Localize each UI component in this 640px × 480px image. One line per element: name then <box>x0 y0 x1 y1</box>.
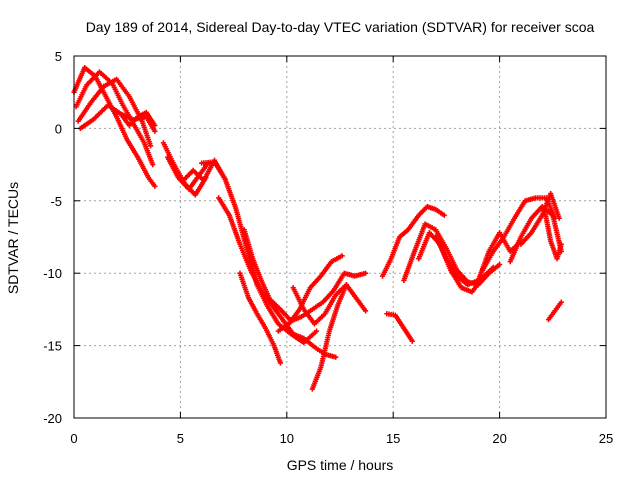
data-point <box>497 261 503 268</box>
data-point <box>152 122 158 129</box>
series-track-3 <box>75 76 154 149</box>
data-point <box>558 299 564 305</box>
data-point <box>152 183 158 189</box>
data-point <box>558 241 564 247</box>
plot-frame <box>73 55 607 419</box>
x-axis-label: GPS time / hours <box>287 457 394 473</box>
data-point <box>362 270 369 276</box>
data-point <box>362 308 369 314</box>
y-axis-label: SDTVAR / TECUs <box>5 182 21 294</box>
data-point <box>313 328 320 334</box>
data-points <box>71 64 564 392</box>
series-track-17 <box>384 311 415 344</box>
y-tick-label: -15 <box>43 339 62 354</box>
series-track-10 <box>216 195 339 360</box>
x-tick-label: 15 <box>386 431 400 446</box>
chart-title: Day 189 of 2014, Sidereal Day-to-day VTE… <box>86 19 595 35</box>
series-track-14 <box>290 282 369 327</box>
y-tick-label: -10 <box>43 266 62 281</box>
data-point <box>339 253 345 259</box>
series-track-1 <box>71 64 158 189</box>
y-tick-label: 5 <box>55 49 62 64</box>
series-track-21 <box>479 195 558 273</box>
x-tick-label: 5 <box>177 431 184 446</box>
x-tick-label: 25 <box>599 431 613 446</box>
axis-ticks: 0 5 10 15 20 25 -20 -15 -10 -5 0 5 <box>43 49 613 446</box>
data-point <box>333 354 339 360</box>
y-tick-label: -20 <box>43 411 62 426</box>
series-track-5 <box>118 109 158 129</box>
data-point <box>490 264 496 271</box>
y-tick-label: 0 <box>55 121 62 136</box>
x-tick-label: 0 <box>70 431 77 446</box>
series-track-23 <box>518 190 562 247</box>
data-point <box>343 282 349 288</box>
series-track-11 <box>237 270 284 366</box>
data-point <box>556 215 562 221</box>
y-tick-label: -5 <box>50 194 62 209</box>
data-point <box>150 162 156 168</box>
x-tick-label: 20 <box>492 431 506 446</box>
data-point <box>152 128 158 134</box>
data-point <box>409 338 415 344</box>
grid-lines <box>74 56 606 418</box>
series-track-25 <box>545 299 564 323</box>
data-point <box>441 212 447 218</box>
series-track-24 <box>541 205 564 262</box>
series-track-20 <box>433 230 524 288</box>
x-tick-label: 10 <box>280 431 294 446</box>
series-track-15 <box>309 282 349 392</box>
data-point <box>148 143 154 149</box>
series-track-16 <box>379 203 447 279</box>
data-point <box>277 360 284 366</box>
